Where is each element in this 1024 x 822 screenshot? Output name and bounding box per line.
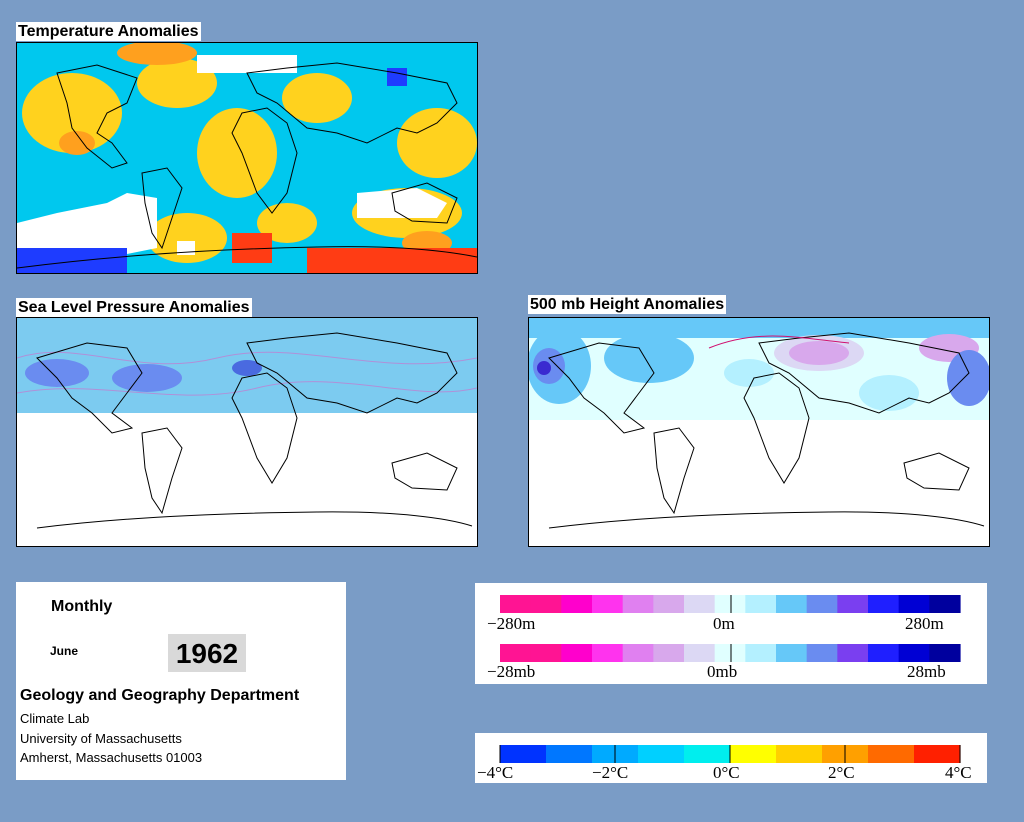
temp-label-1: −2°C bbox=[592, 763, 628, 782]
temperature-anomaly-map bbox=[16, 42, 478, 274]
slp-swatch-6 bbox=[684, 644, 716, 662]
height-swatch-6 bbox=[684, 595, 716, 613]
temp-swatch-6 bbox=[776, 745, 823, 763]
slp-swatch-10 bbox=[806, 644, 838, 662]
height-swatch-12 bbox=[868, 595, 900, 613]
temp-swatch-9 bbox=[914, 745, 961, 763]
height-swatch-9 bbox=[776, 595, 808, 613]
info-line-address: Amherst, Massachusetts 01003 bbox=[20, 750, 203, 765]
slp-swatch-0 bbox=[500, 644, 532, 662]
height-label-min: −280m bbox=[487, 614, 535, 633]
500mb-height-anomaly-map bbox=[528, 317, 990, 547]
month-label: June bbox=[50, 644, 79, 658]
height-swatch-10 bbox=[806, 595, 838, 613]
slp-swatch-14 bbox=[929, 644, 961, 662]
slp-label-max: 28mb bbox=[907, 662, 946, 681]
slp-swatch-5 bbox=[653, 644, 685, 662]
temperature-color-bar bbox=[499, 745, 961, 763]
height-swatch-11 bbox=[837, 595, 869, 613]
height-swatch-5 bbox=[653, 595, 685, 613]
slp-swatch-3 bbox=[592, 644, 624, 662]
temp-label-2: 0°C bbox=[713, 763, 740, 782]
temp-label-0: −4°C bbox=[477, 763, 513, 782]
slp-swatch-4 bbox=[622, 644, 654, 662]
height-label-max: 280m bbox=[905, 614, 944, 633]
height-swatch-2 bbox=[561, 595, 593, 613]
height-swatch-8 bbox=[745, 595, 777, 613]
height-swatch-1 bbox=[530, 595, 562, 613]
height-color-bar bbox=[500, 595, 961, 613]
temp-swatch-8 bbox=[868, 745, 915, 763]
temp-label-4: 4°C bbox=[945, 763, 972, 782]
temp-swatch-1 bbox=[546, 745, 593, 763]
slp-swatch-12 bbox=[868, 644, 900, 662]
slp-swatch-2 bbox=[561, 644, 593, 662]
slp-map-title: Sea Level Pressure Anomalies bbox=[16, 298, 252, 317]
period-label: Monthly bbox=[51, 598, 113, 615]
temperature-legend: −4°C −2°C 0°C 2°C 4°C bbox=[475, 733, 987, 783]
temp-swatch-0 bbox=[500, 745, 547, 763]
year-label: 1962 bbox=[168, 634, 246, 672]
slp-color-bar bbox=[500, 644, 961, 662]
sea-level-pressure-anomaly-map bbox=[16, 317, 478, 547]
info-line-lab: Climate Lab bbox=[20, 711, 90, 726]
height-swatch-13 bbox=[898, 595, 930, 613]
temperature-map-title: Temperature Anomalies bbox=[16, 22, 201, 41]
slp-swatch-9 bbox=[776, 644, 808, 662]
height-swatch-0 bbox=[500, 595, 532, 613]
height500-map-title: 500 mb Height Anomalies bbox=[528, 295, 727, 314]
slp-swatch-8 bbox=[745, 644, 777, 662]
height-swatch-3 bbox=[592, 595, 624, 613]
temp-label-3: 2°C bbox=[828, 763, 855, 782]
height-label-zero: 0m bbox=[713, 614, 735, 633]
height-swatch-7 bbox=[714, 595, 746, 613]
slp-swatch-1 bbox=[530, 644, 562, 662]
height-swatch-4 bbox=[622, 595, 654, 613]
height-swatch-14 bbox=[929, 595, 961, 613]
temp-swatch-5 bbox=[730, 745, 777, 763]
slp-swatch-7 bbox=[714, 644, 746, 662]
slp-swatch-13 bbox=[898, 644, 930, 662]
temp-swatch-3 bbox=[638, 745, 685, 763]
department-label: Geology and Geography Department bbox=[20, 687, 300, 704]
info-panel: Monthly June 1962 Geology and Geography … bbox=[16, 582, 346, 780]
info-line-university: University of Massachusetts bbox=[20, 731, 182, 746]
height-slp-legend: −280m 0m 280m −28mb 0mb 28mb bbox=[475, 583, 987, 684]
slp-swatch-11 bbox=[837, 644, 869, 662]
slp-label-min: −28mb bbox=[487, 662, 535, 681]
temp-swatch-4 bbox=[684, 745, 731, 763]
slp-label-zero: 0mb bbox=[707, 662, 737, 681]
